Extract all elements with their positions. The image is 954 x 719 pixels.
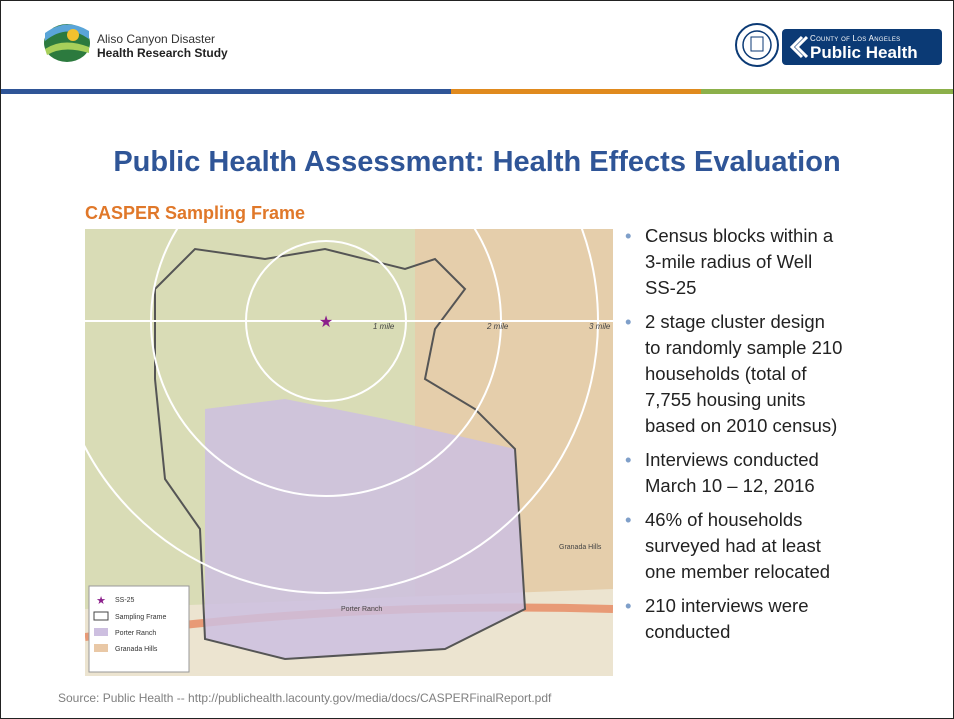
map-title: CASPER Sampling Frame bbox=[85, 203, 305, 224]
legend-label: Granada Hills bbox=[115, 646, 158, 653]
legend-label: SS-25 bbox=[115, 597, 135, 604]
place-label: Porter Ranch bbox=[341, 606, 382, 613]
legend: ★ SS-25 Sampling Frame Porter Ranch Gran… bbox=[89, 586, 189, 672]
agency-name: Public Health bbox=[810, 43, 918, 63]
org-name: Health Research Study bbox=[97, 46, 228, 60]
svg-text:★: ★ bbox=[96, 595, 106, 607]
header-strip bbox=[1, 89, 451, 94]
slide-title: Public Health Assessment: Health Effects… bbox=[1, 146, 953, 179]
bullet: 46% of households surveyed had at least … bbox=[645, 507, 845, 585]
bullet-list: Census blocks within a 3-mile radius of … bbox=[623, 223, 845, 653]
legend-label: Sampling Frame bbox=[115, 614, 166, 621]
source-note: Source: Public Health -- http://publiche… bbox=[58, 691, 551, 705]
study-logo bbox=[43, 23, 91, 63]
county-seal bbox=[735, 23, 779, 67]
legend-label: Porter Ranch bbox=[115, 630, 156, 637]
header-strip bbox=[701, 89, 953, 94]
bullet: 2 stage cluster design to randomly sampl… bbox=[645, 309, 845, 439]
ring-label: 3 mile bbox=[589, 322, 611, 331]
agency-logo: County of Los Angeles Public Health bbox=[782, 29, 942, 65]
map: ★ 1 mile 2 mile 3 mile Porter Ranch Gran… bbox=[85, 229, 613, 676]
bullet: Census blocks within a 3-mile radius of … bbox=[645, 223, 845, 301]
well-marker: ★ bbox=[319, 314, 333, 331]
agency-name: County of Los Angeles bbox=[810, 34, 900, 43]
ring-label: 2 mile bbox=[486, 322, 509, 331]
org-name: Aliso Canyon Disaster bbox=[97, 32, 215, 46]
header-strip bbox=[451, 89, 701, 94]
bullet: 210 interviews were conducted bbox=[645, 593, 845, 645]
ring-label: 1 mile bbox=[373, 322, 395, 331]
slide: Aliso Canyon Disaster Health Research St… bbox=[0, 0, 954, 719]
agency-icon bbox=[788, 35, 808, 59]
place-label: Granada Hills bbox=[559, 544, 602, 551]
bullet: Interviews conducted March 10 – 12, 2016 bbox=[645, 447, 845, 499]
